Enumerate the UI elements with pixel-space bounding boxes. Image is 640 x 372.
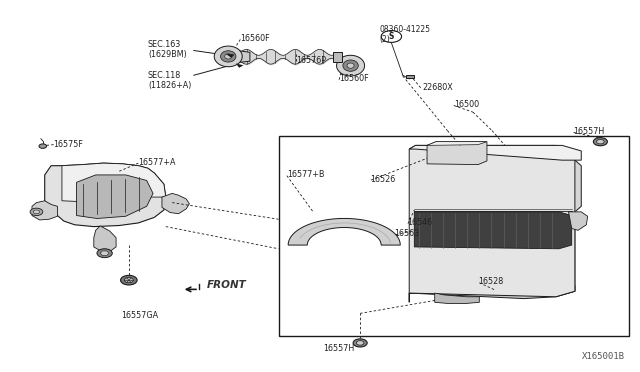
Ellipse shape <box>347 63 354 68</box>
Polygon shape <box>100 251 109 256</box>
Circle shape <box>120 275 137 285</box>
Text: FRONT: FRONT <box>207 280 246 290</box>
Circle shape <box>97 249 112 258</box>
Text: 16546: 16546 <box>406 218 432 227</box>
Polygon shape <box>414 212 572 249</box>
Text: 16563: 16563 <box>394 230 420 238</box>
Polygon shape <box>226 54 234 58</box>
Text: 16528: 16528 <box>478 278 503 286</box>
Text: 16526: 16526 <box>370 175 395 184</box>
Ellipse shape <box>337 55 365 76</box>
Circle shape <box>381 31 401 42</box>
Polygon shape <box>77 175 153 218</box>
Text: 16560F: 16560F <box>241 34 270 43</box>
Text: S: S <box>388 32 394 41</box>
Text: 16557H: 16557H <box>323 344 355 353</box>
Circle shape <box>356 341 364 345</box>
Polygon shape <box>32 201 58 220</box>
Text: SEC.163
(1629BM): SEC.163 (1629BM) <box>148 40 187 59</box>
Text: 08360-41225
(2): 08360-41225 (2) <box>380 25 430 44</box>
Circle shape <box>596 140 604 144</box>
Circle shape <box>124 278 133 283</box>
Text: 16560F: 16560F <box>339 74 369 83</box>
Text: 16500: 16500 <box>454 100 479 109</box>
Ellipse shape <box>221 51 236 62</box>
Polygon shape <box>45 163 166 227</box>
Text: SEC.118
(11826+A): SEC.118 (11826+A) <box>148 71 191 90</box>
Text: 16577+B: 16577+B <box>287 170 324 179</box>
Polygon shape <box>94 226 116 251</box>
Polygon shape <box>435 293 479 304</box>
Ellipse shape <box>225 54 232 59</box>
Polygon shape <box>62 163 166 202</box>
Text: 16576P: 16576P <box>296 56 326 65</box>
Ellipse shape <box>214 46 243 67</box>
Circle shape <box>33 210 40 214</box>
Polygon shape <box>333 52 342 62</box>
Polygon shape <box>427 142 487 145</box>
Text: 16557H: 16557H <box>573 127 605 136</box>
Circle shape <box>353 339 367 347</box>
Text: 16575F: 16575F <box>54 140 83 149</box>
Polygon shape <box>288 218 400 245</box>
Polygon shape <box>236 63 243 68</box>
Text: 16577+A: 16577+A <box>138 157 176 167</box>
Text: X165001B: X165001B <box>582 352 625 361</box>
Circle shape <box>30 208 43 215</box>
Polygon shape <box>427 142 487 164</box>
Polygon shape <box>406 75 414 78</box>
Text: 22680X: 22680X <box>422 83 452 92</box>
Ellipse shape <box>343 60 358 71</box>
Circle shape <box>39 144 47 148</box>
Polygon shape <box>409 145 581 160</box>
Text: 16557GA: 16557GA <box>121 311 158 320</box>
Polygon shape <box>409 145 575 297</box>
Bar <box>278 136 629 336</box>
Polygon shape <box>556 160 581 297</box>
Polygon shape <box>162 193 189 214</box>
Circle shape <box>593 138 607 146</box>
Polygon shape <box>568 212 588 230</box>
Polygon shape <box>409 286 575 302</box>
Polygon shape <box>221 49 250 63</box>
